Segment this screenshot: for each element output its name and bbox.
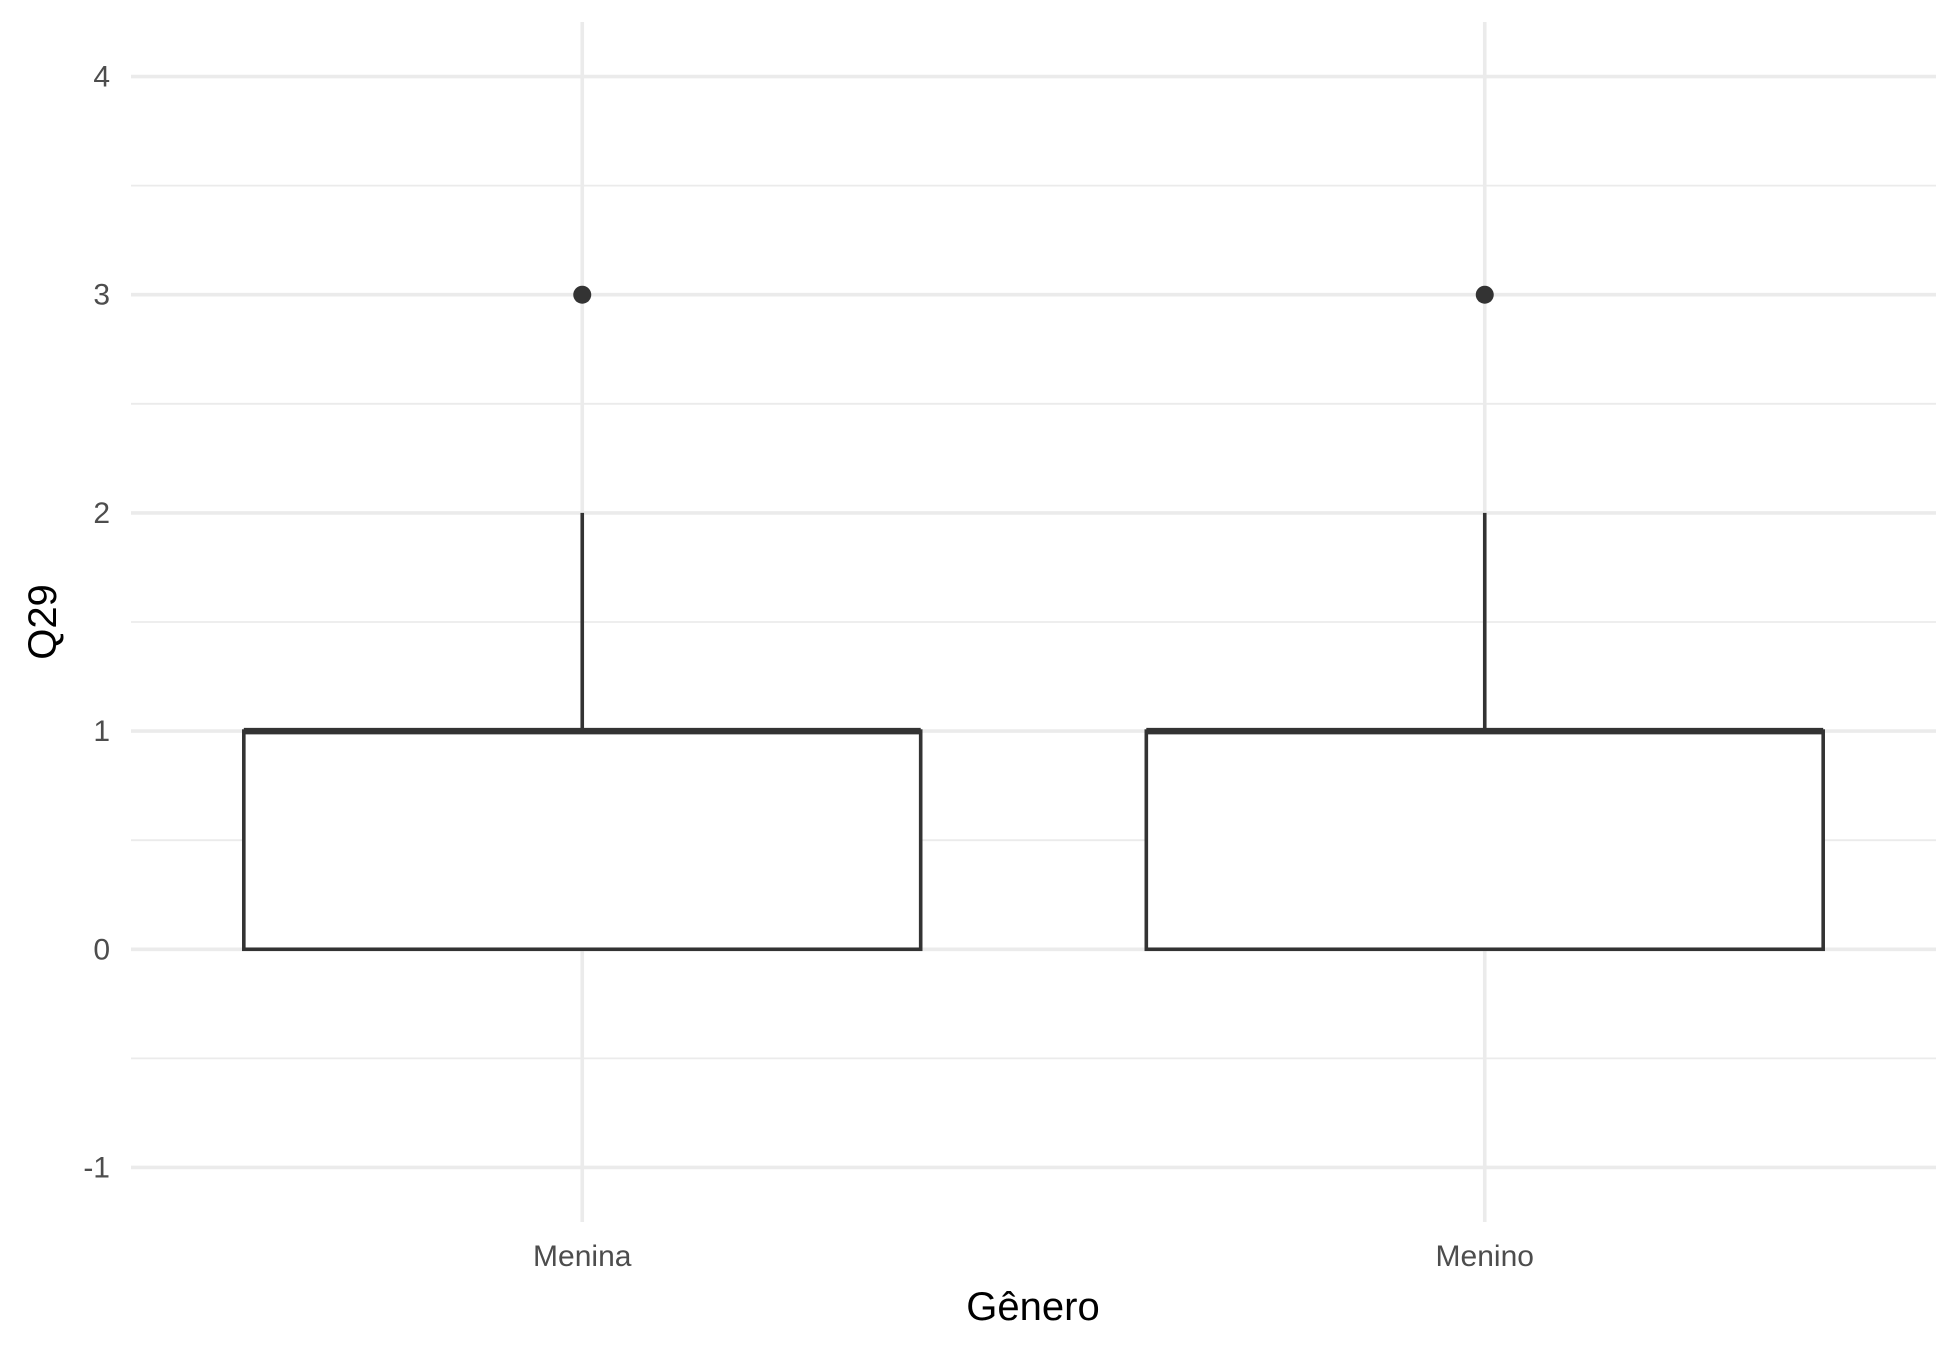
box-menino: [1144, 285, 1825, 952]
y-axis-title: Q29: [21, 584, 65, 660]
outlier-point: [573, 285, 592, 304]
y-tick-label: 3: [93, 279, 110, 312]
y-tick-label: 2: [93, 497, 110, 530]
grid-layer: [131, 22, 1936, 1222]
outlier-point: [1475, 285, 1494, 304]
box-menina: [242, 285, 923, 952]
box-layer: [242, 285, 1825, 952]
x-axis-title: Gênero: [966, 1285, 1099, 1329]
box-iqr: [242, 729, 923, 952]
x-tick-label: Menino: [1436, 1240, 1534, 1273]
y-tick-label: -1: [83, 1151, 110, 1184]
y-tick-label: 0: [93, 933, 110, 966]
box-iqr: [1144, 729, 1825, 952]
y-tick-label: 4: [93, 61, 110, 94]
x-tick-label: Menina: [533, 1240, 632, 1273]
tick-labels: -1 0 1 2 3 4 Menina Menino: [83, 61, 1534, 1273]
y-tick-label: 1: [93, 715, 110, 748]
